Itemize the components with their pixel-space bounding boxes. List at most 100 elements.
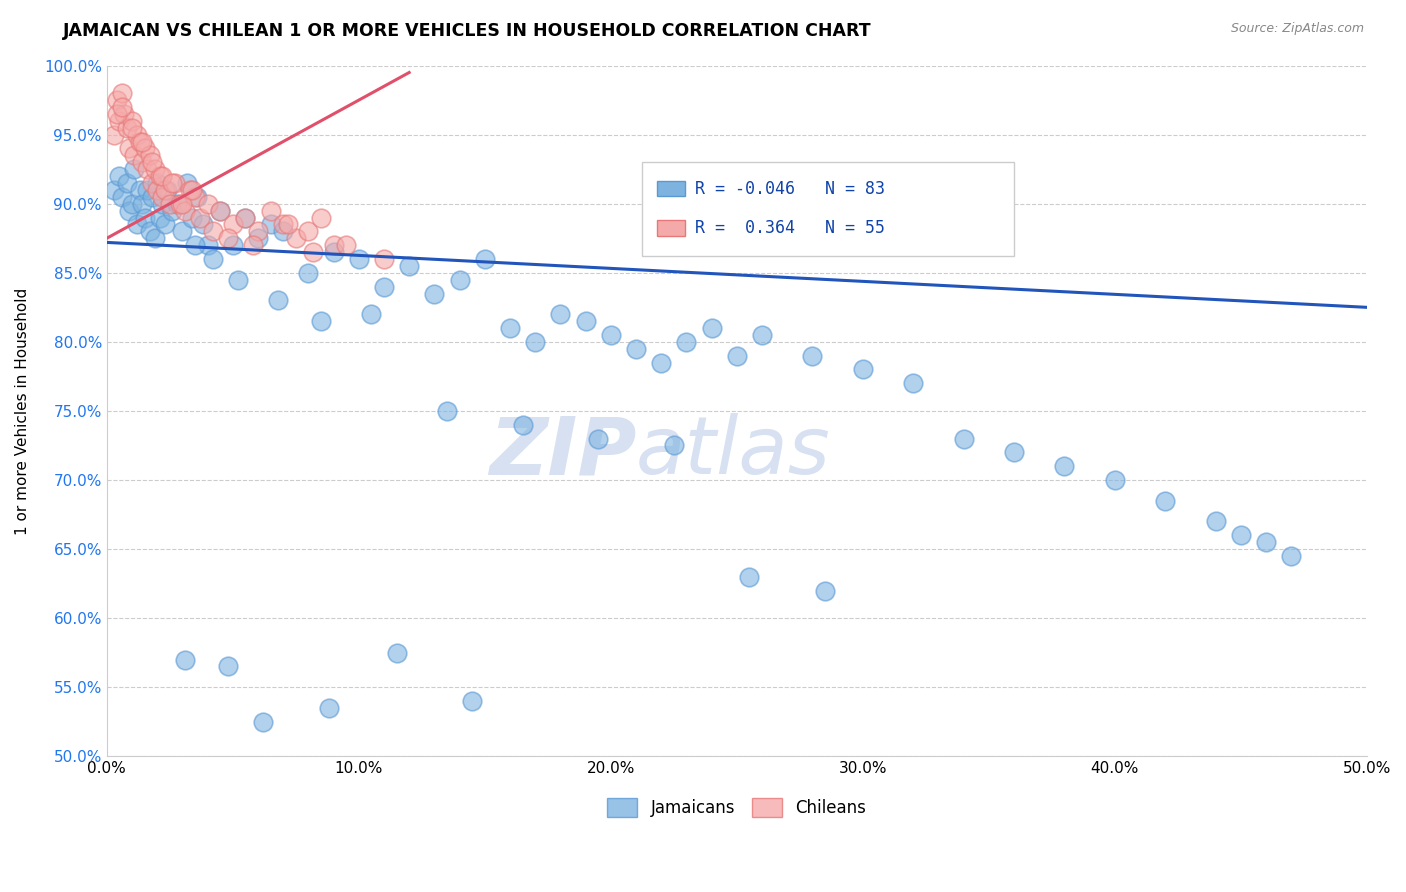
Point [141,176,163,190]
Point [146,176,169,190]
Text: R = -0.046   N = 83: R = -0.046 N = 83 [695,179,886,197]
Point [217,659,239,673]
Bar [643,162,1014,255]
Point [512,417,534,432]
Point [801,349,824,363]
Point [852,362,875,376]
Point [499,321,522,335]
Point [118,141,141,155]
Point [284,231,307,245]
Point [169,196,191,211]
Point [360,307,382,321]
Point [259,203,281,218]
Point [118,203,141,218]
Point [201,252,224,266]
Point [173,652,195,666]
Point [751,328,773,343]
Point [128,135,150,149]
Point [141,190,163,204]
Point [134,141,156,155]
Point [131,135,153,149]
Text: R =  0.364   N = 55: R = 0.364 N = 55 [695,219,886,237]
Point [162,176,184,190]
Point [700,321,723,335]
Point [146,183,169,197]
Point [246,224,269,238]
Text: JAMAICAN VS CHILEAN 1 OR MORE VEHICLES IN HOUSEHOLD CORRELATION CHART: JAMAICAN VS CHILEAN 1 OR MORE VEHICLES I… [63,22,872,40]
Point [235,211,257,225]
Point [166,196,188,211]
Point [1279,549,1302,563]
Point [335,238,357,252]
Point [423,286,446,301]
Point [309,211,332,225]
Point [373,279,395,293]
Point [143,162,166,177]
Point [271,218,294,232]
Point [222,238,245,252]
Point [108,113,131,128]
Point [184,190,207,204]
Point [1154,493,1177,508]
Point [1230,528,1253,542]
Point [138,224,160,238]
Point [121,113,143,128]
Point [181,211,204,225]
Point [156,183,179,197]
Point [725,349,748,363]
Point [125,128,148,142]
Point [136,162,159,177]
Point [112,107,135,121]
Point [128,183,150,197]
Point [121,196,143,211]
Point [952,432,974,446]
Point [277,218,299,232]
Point [149,169,172,183]
Point [385,646,408,660]
Point [121,120,143,135]
Point [347,252,370,266]
Point [1053,459,1076,474]
Point [901,376,924,391]
Point [163,176,186,190]
Point [1104,473,1126,487]
Point [141,155,163,169]
Point [115,176,138,190]
Text: Source: ZipAtlas.com: Source: ZipAtlas.com [1230,22,1364,36]
Point [124,148,146,162]
Point [1254,535,1277,549]
Point [184,238,207,252]
Point [201,224,224,238]
Point [105,93,128,107]
Point [108,169,131,183]
Point [675,334,697,349]
Point [150,169,173,183]
Point [179,183,201,197]
Point [197,238,219,252]
Legend: Jamaicans, Chileans: Jamaicans, Chileans [600,791,873,824]
Point [209,203,232,218]
Point [449,273,471,287]
Point [586,432,609,446]
Point [159,196,181,211]
Point [814,583,837,598]
Point [235,211,257,225]
Point [103,183,125,197]
Point [373,252,395,266]
Point [1205,515,1227,529]
Point [111,100,134,114]
Point [173,203,195,218]
Point [162,203,184,218]
Point [662,438,685,452]
Point [474,252,496,266]
Point [246,231,269,245]
Point [172,196,194,211]
Point [125,218,148,232]
Point [461,694,484,708]
Y-axis label: 1 or more Vehicles in Household: 1 or more Vehicles in Household [15,287,30,534]
Point [197,196,219,211]
Point [738,570,761,584]
Text: atlas: atlas [636,413,831,491]
Point [124,162,146,177]
Point [524,334,547,349]
